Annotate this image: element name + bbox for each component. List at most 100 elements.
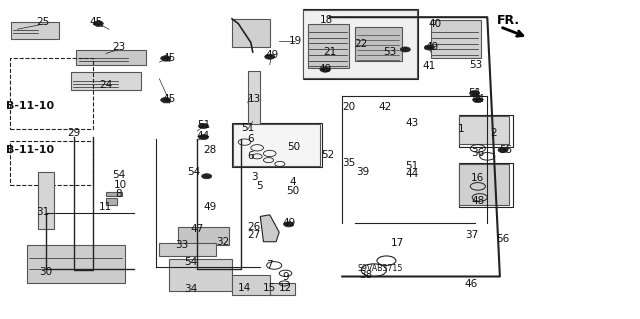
Text: 12: 12	[279, 283, 292, 293]
Text: 51: 51	[197, 120, 210, 130]
Text: 32: 32	[216, 237, 229, 247]
Text: 45: 45	[163, 94, 175, 104]
Text: 44: 44	[471, 94, 484, 104]
Bar	[159, 243, 216, 256]
Text: 15: 15	[263, 283, 276, 293]
Bar	[303, 10, 417, 78]
Text: 49: 49	[265, 50, 278, 60]
Bar	[459, 163, 513, 207]
Circle shape	[424, 45, 435, 50]
Text: B-11-10: B-11-10	[6, 101, 54, 111]
Text: 55: 55	[500, 145, 513, 155]
Text: 19: 19	[289, 36, 301, 46]
Text: 51: 51	[241, 123, 254, 133]
Circle shape	[320, 67, 330, 72]
Text: 28: 28	[204, 145, 216, 155]
Text: 5: 5	[256, 182, 262, 191]
Text: 23: 23	[112, 42, 125, 52]
Circle shape	[473, 98, 483, 103]
Text: 49: 49	[319, 64, 332, 74]
Text: S9VAB3715: S9VAB3715	[357, 264, 403, 273]
Text: 18: 18	[320, 15, 333, 26]
Text: 3: 3	[251, 172, 257, 182]
Circle shape	[161, 98, 171, 103]
Text: 10: 10	[114, 180, 127, 190]
Circle shape	[265, 222, 275, 227]
Bar	[169, 259, 232, 291]
Bar	[459, 115, 513, 147]
Text: FR.: FR.	[497, 13, 520, 26]
Bar	[232, 123, 322, 167]
Bar	[248, 71, 260, 125]
Bar	[106, 192, 122, 196]
Bar	[303, 9, 418, 79]
Text: 6: 6	[248, 151, 254, 161]
Text: 49: 49	[282, 218, 295, 228]
Text: 17: 17	[390, 238, 404, 248]
Text: 30: 30	[40, 267, 52, 277]
Text: 7: 7	[266, 260, 273, 271]
Text: 49: 49	[425, 42, 438, 52]
Bar	[233, 124, 320, 167]
Bar	[10, 58, 93, 130]
Bar	[106, 198, 117, 205]
Text: 45: 45	[163, 53, 175, 63]
Bar	[71, 71, 141, 90]
Bar	[355, 27, 402, 62]
Text: 36: 36	[471, 148, 484, 158]
Text: 14: 14	[238, 283, 251, 293]
Text: 1: 1	[458, 124, 464, 135]
Circle shape	[93, 21, 103, 26]
Text: 26: 26	[248, 222, 260, 233]
Bar	[179, 227, 228, 245]
Text: 52: 52	[321, 150, 334, 160]
Circle shape	[265, 54, 275, 59]
Text: 39: 39	[356, 167, 370, 177]
Text: 50: 50	[287, 186, 300, 196]
Text: 56: 56	[497, 234, 509, 243]
Text: 22: 22	[355, 39, 368, 49]
Circle shape	[498, 147, 508, 152]
Text: 20: 20	[342, 102, 355, 112]
Circle shape	[400, 47, 410, 52]
Text: 46: 46	[465, 279, 478, 289]
Text: 47: 47	[191, 224, 204, 234]
Text: 51: 51	[468, 88, 481, 98]
Text: 43: 43	[405, 118, 419, 128]
Text: 54: 54	[184, 257, 198, 267]
Text: 9: 9	[282, 271, 289, 281]
Text: 8: 8	[115, 189, 122, 199]
Circle shape	[202, 174, 212, 179]
Text: 53: 53	[469, 60, 483, 70]
Text: 44: 44	[197, 131, 210, 141]
Circle shape	[198, 135, 209, 140]
Circle shape	[198, 123, 209, 129]
Text: 21: 21	[323, 47, 336, 57]
Bar	[459, 164, 509, 205]
Text: 33: 33	[175, 240, 188, 250]
Bar	[459, 116, 509, 144]
Bar	[76, 50, 145, 65]
Text: 13: 13	[248, 94, 260, 104]
Text: 41: 41	[422, 61, 436, 71]
Text: 53: 53	[383, 47, 396, 57]
Circle shape	[161, 56, 171, 61]
Text: 4: 4	[290, 177, 296, 187]
Text: 51: 51	[405, 161, 419, 171]
Text: 42: 42	[378, 102, 392, 112]
Text: 40: 40	[428, 19, 442, 28]
Text: 49: 49	[204, 202, 216, 212]
Bar	[38, 172, 54, 229]
Bar	[232, 275, 269, 295]
Bar	[10, 141, 93, 185]
Text: 25: 25	[36, 17, 49, 27]
Text: 37: 37	[465, 230, 478, 241]
Bar	[232, 19, 269, 47]
Text: 54: 54	[188, 167, 201, 177]
Circle shape	[470, 91, 480, 96]
Circle shape	[284, 222, 294, 227]
Text: 31: 31	[36, 207, 49, 217]
Text: 35: 35	[342, 158, 355, 168]
Text: 54: 54	[112, 170, 125, 180]
Text: B-11-10: B-11-10	[6, 145, 54, 155]
